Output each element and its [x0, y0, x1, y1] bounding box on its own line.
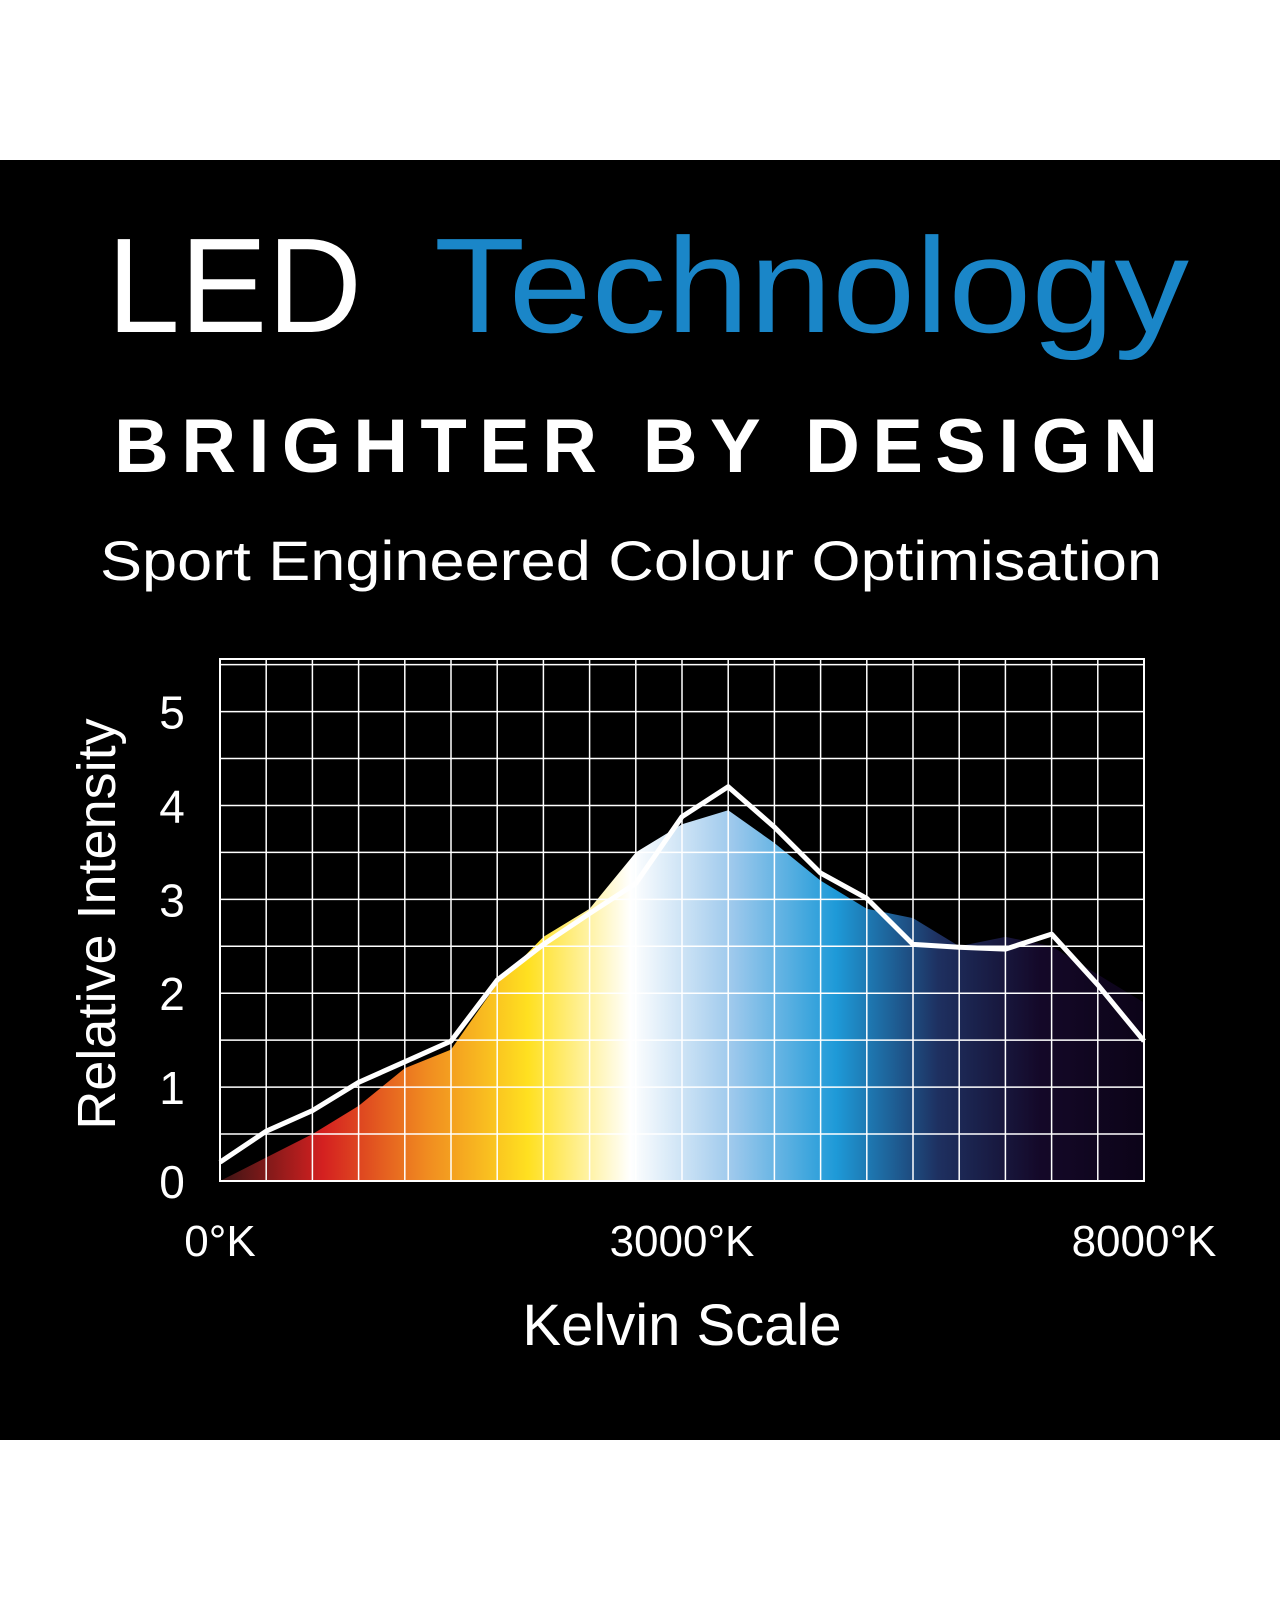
chart-title: LED — [107, 210, 362, 361]
x-tick-label: 3000°K — [610, 1217, 755, 1266]
plot-frame — [219, 658, 1145, 1182]
y-tick-label: 4 — [159, 780, 185, 832]
x-axis-label: Kelvin Scale — [522, 1293, 841, 1358]
y-tick-label: 0 — [159, 1156, 185, 1208]
x-tick-label: 8000°K — [1072, 1217, 1217, 1266]
y-tick-label: 2 — [159, 968, 185, 1020]
y-tick-label: 3 — [159, 874, 185, 926]
y-axis-label: Relative Intensity — [67, 718, 127, 1129]
plot: 0 1 2 3 4 5 0°K 3000°K 8000°K — [159, 658, 1217, 1266]
intensity-line — [218, 784, 1146, 1165]
panel — [0, 160, 1280, 1440]
y-tick-label: 5 — [159, 687, 185, 739]
chart-title: Technology — [434, 210, 1190, 361]
y-tick-label: 1 — [159, 1062, 185, 1114]
x-tick-label: 0°K — [184, 1217, 255, 1266]
subtitle: Sport Engineered Colour Optimisation — [100, 529, 1162, 592]
